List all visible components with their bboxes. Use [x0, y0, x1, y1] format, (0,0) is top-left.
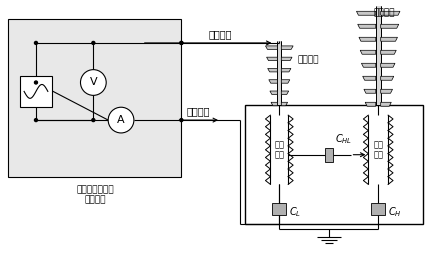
Polygon shape [281, 80, 290, 83]
Polygon shape [381, 102, 391, 106]
Polygon shape [281, 102, 288, 106]
Polygon shape [281, 68, 291, 72]
Polygon shape [269, 80, 277, 83]
Polygon shape [381, 89, 393, 93]
Bar [245, 105, 423, 224]
Text: 测试系统: 测试系统 [84, 195, 105, 204]
Text: $C_L$: $C_L$ [289, 205, 302, 219]
Bar [371, 203, 385, 215]
Polygon shape [281, 91, 289, 94]
Text: $C_H$: $C_H$ [388, 205, 402, 219]
Text: 低压
绕组: 低压 绕组 [274, 140, 284, 159]
Polygon shape [381, 24, 399, 28]
Circle shape [180, 41, 183, 45]
Polygon shape [265, 46, 277, 49]
Polygon shape [363, 76, 376, 80]
Bar [325, 148, 333, 162]
Bar [277, 41, 281, 105]
Polygon shape [381, 63, 395, 67]
Polygon shape [381, 76, 394, 80]
Bar [20, 76, 52, 107]
Polygon shape [364, 89, 376, 93]
Circle shape [35, 119, 38, 122]
Polygon shape [270, 91, 277, 94]
Circle shape [180, 41, 183, 45]
Bar [8, 19, 181, 177]
Bar [273, 203, 286, 215]
Circle shape [35, 41, 38, 45]
Circle shape [80, 70, 106, 95]
Text: 低压套管: 低压套管 [297, 56, 319, 65]
Polygon shape [359, 37, 376, 41]
Circle shape [180, 119, 183, 122]
Polygon shape [268, 68, 277, 72]
Polygon shape [281, 57, 292, 61]
Polygon shape [365, 102, 376, 106]
Text: 高压
绕组: 高压 绕组 [373, 140, 383, 159]
Text: $C_{HL}$: $C_{HL}$ [335, 132, 352, 146]
Circle shape [92, 119, 95, 122]
Text: V: V [89, 78, 97, 88]
Text: 响应电流: 响应电流 [186, 106, 210, 116]
Polygon shape [267, 57, 277, 61]
Text: 驱动电压: 驱动电压 [209, 29, 232, 39]
Polygon shape [271, 102, 277, 106]
Polygon shape [281, 46, 293, 49]
Text: 高压套管: 高压套管 [373, 8, 395, 17]
Bar [376, 6, 381, 105]
Text: A: A [117, 115, 125, 125]
Text: 电介质频率响应: 电介质频率响应 [76, 185, 114, 194]
Polygon shape [362, 63, 376, 67]
Polygon shape [356, 11, 376, 15]
Circle shape [35, 81, 38, 84]
Polygon shape [381, 50, 396, 54]
Polygon shape [358, 24, 376, 28]
Circle shape [108, 107, 134, 133]
Polygon shape [381, 11, 400, 15]
Circle shape [92, 41, 95, 45]
Polygon shape [360, 50, 376, 54]
Polygon shape [381, 37, 397, 41]
